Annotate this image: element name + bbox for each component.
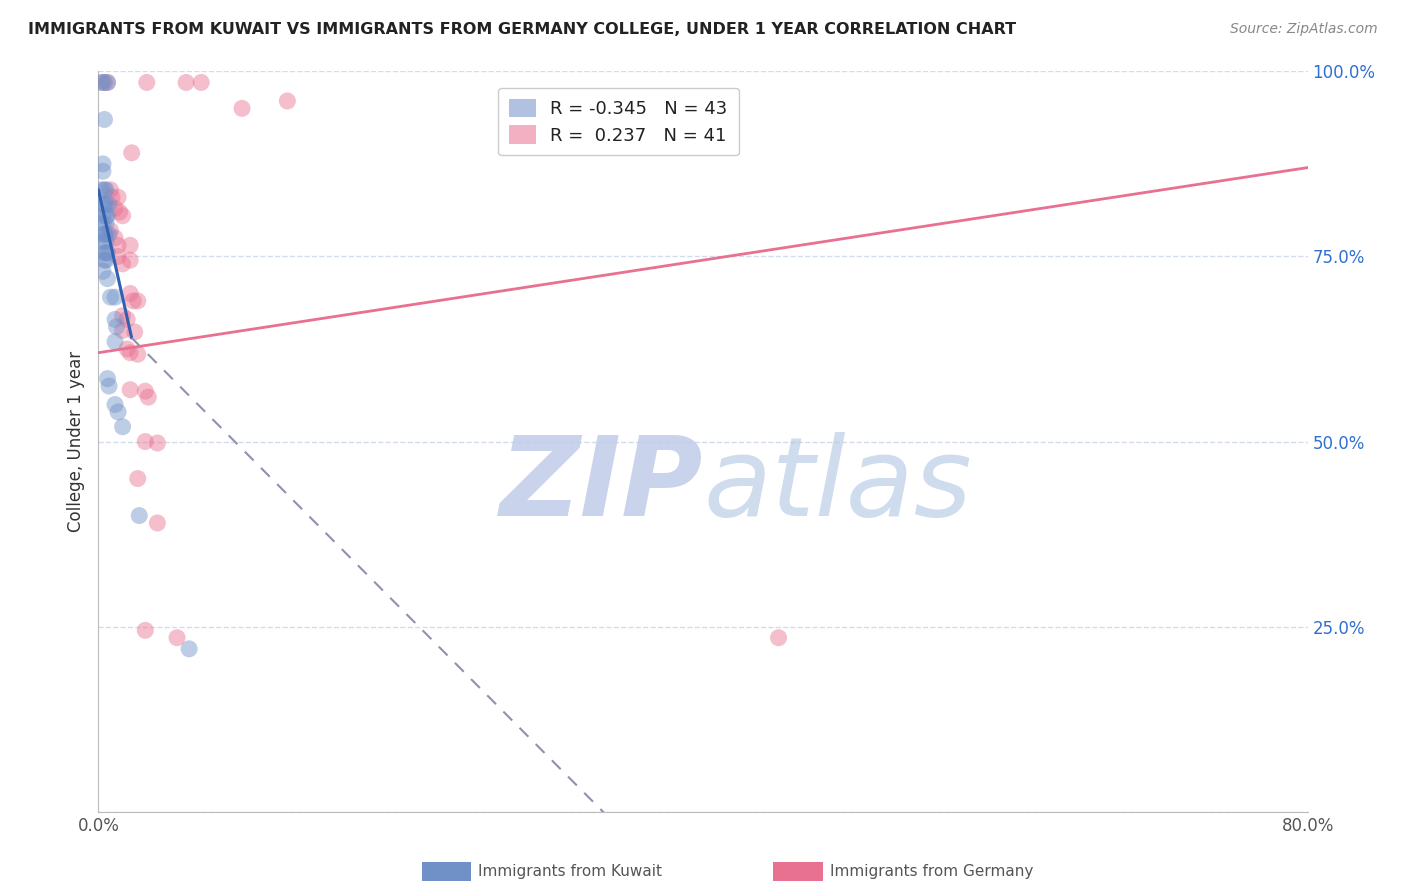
Point [105, 319, 128, 334]
Text: IMMIGRANTS FROM KUWAIT VS IMMIGRANTS FROM GERMANY COLLEGE, UNDER 1 YEAR CORRELAT: IMMIGRANTS FROM KUWAIT VS IMMIGRANTS FRO… [28, 22, 1017, 37]
Point [96, 75, 118, 89]
Point [98, 379, 121, 393]
Point [179, 641, 201, 656]
Point [104, 290, 127, 304]
Point [94, 245, 117, 260]
Point [134, 384, 156, 399]
Point [134, 434, 156, 449]
Point [101, 190, 124, 204]
Point [91, 209, 114, 223]
Point [146, 516, 169, 530]
Point [174, 75, 197, 89]
Point [107, 190, 129, 204]
Point [100, 290, 122, 304]
Point [231, 102, 253, 116]
Point [94, 183, 117, 197]
Point [98, 227, 121, 242]
Point [111, 324, 134, 338]
Point [108, 205, 131, 219]
Point [91, 197, 114, 211]
Point [104, 202, 127, 216]
Point [146, 436, 169, 450]
Text: Immigrants from Kuwait: Immigrants from Kuwait [478, 864, 662, 879]
Point [135, 75, 157, 89]
Point [124, 325, 146, 339]
Point [94, 209, 117, 223]
Point [107, 250, 129, 264]
Point [91, 264, 114, 278]
Point [111, 419, 134, 434]
Point [93, 183, 115, 197]
Point [94, 197, 117, 211]
Point [93, 112, 115, 127]
Point [96, 75, 118, 89]
Point [94, 216, 117, 230]
Point [127, 471, 149, 485]
Point [93, 227, 115, 242]
Point [104, 312, 127, 326]
Point [91, 75, 114, 89]
Point [94, 227, 117, 242]
Point [100, 223, 122, 237]
Legend: R = -0.345   N = 43, R =  0.237   N = 41: R = -0.345 N = 43, R = 0.237 N = 41 [498, 87, 738, 155]
Point [120, 383, 142, 397]
Point [94, 253, 117, 268]
Point [134, 624, 156, 638]
Point [93, 197, 115, 211]
Point [120, 238, 142, 252]
Point [91, 227, 114, 242]
Point [93, 253, 115, 268]
Point [111, 309, 134, 323]
Point [94, 235, 117, 249]
Point [98, 197, 121, 211]
Point [115, 342, 138, 356]
Point [91, 216, 114, 230]
Point [91, 164, 114, 178]
Text: ZIP: ZIP [499, 433, 703, 540]
Point [190, 75, 212, 89]
Point [122, 293, 145, 308]
Point [128, 508, 150, 523]
Point [104, 398, 127, 412]
Point [104, 231, 127, 245]
Point [96, 271, 118, 285]
Point [93, 245, 115, 260]
Text: Immigrants from Germany: Immigrants from Germany [830, 864, 1033, 879]
Point [120, 345, 142, 359]
Point [90, 75, 112, 89]
Point [91, 157, 114, 171]
Y-axis label: College, Under 1 year: College, Under 1 year [66, 351, 84, 533]
Point [115, 312, 138, 326]
Point [100, 183, 122, 197]
Point [96, 245, 118, 260]
Point [121, 145, 143, 160]
Point [107, 405, 129, 419]
Text: Source: ZipAtlas.com: Source: ZipAtlas.com [1230, 22, 1378, 37]
Point [96, 209, 118, 223]
Point [104, 334, 127, 349]
Point [111, 209, 134, 223]
Point [91, 235, 114, 249]
Point [93, 75, 115, 89]
Point [120, 286, 142, 301]
Point [768, 631, 790, 645]
Text: atlas: atlas [703, 433, 972, 540]
Point [107, 238, 129, 252]
Point [120, 253, 142, 268]
Point [276, 94, 298, 108]
Point [96, 371, 118, 385]
Point [136, 390, 159, 404]
Point [127, 293, 149, 308]
Point [127, 347, 149, 361]
Point [90, 183, 112, 197]
Point [111, 257, 134, 271]
Point [166, 631, 188, 645]
